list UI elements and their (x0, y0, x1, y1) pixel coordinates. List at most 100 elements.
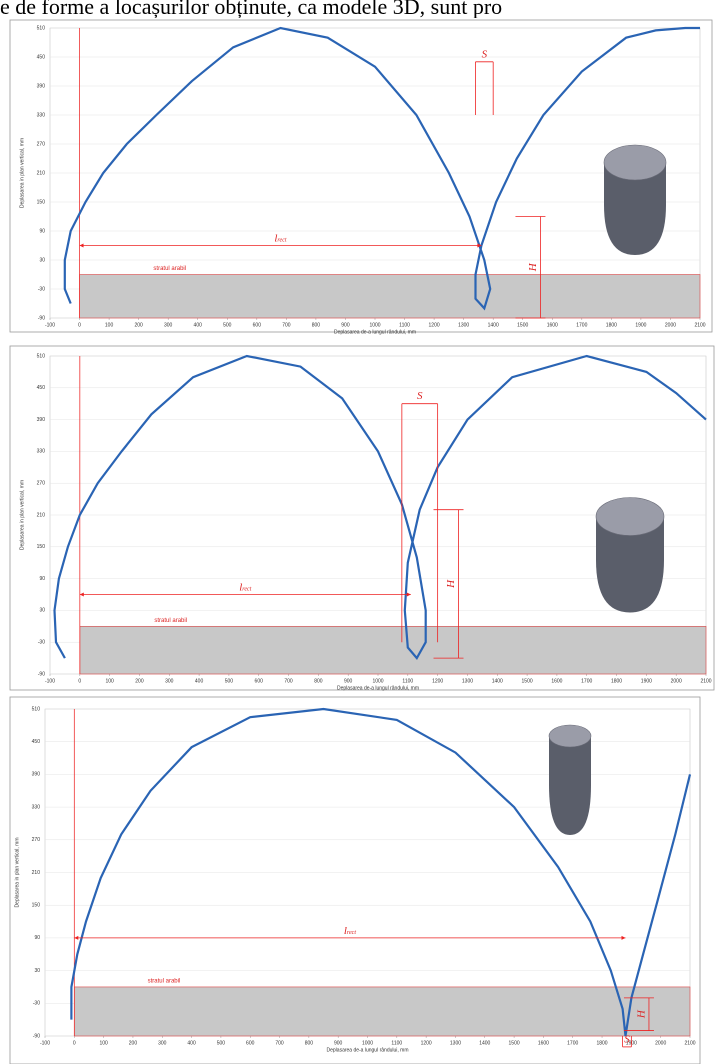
x-tick-label: 600 (246, 1040, 255, 1046)
x-axis-title: Deplasarea de-a lungul rândului, mm (334, 329, 416, 335)
l-subscript: rect (347, 930, 356, 936)
y-tick-label: 90 (39, 228, 45, 234)
y-tick-label: 150 (37, 199, 46, 205)
x-tick-label: 900 (344, 678, 353, 684)
page: e de forme a locașurilor obținute, ca mo… (0, 0, 716, 1064)
x-tick-label: 1000 (372, 678, 383, 684)
x-tick-label: 2000 (671, 678, 682, 684)
x-tick-label: 900 (334, 1040, 343, 1046)
y-tick-label: 90 (39, 576, 45, 582)
soil-layer (80, 275, 700, 319)
x-tick-label: 1700 (581, 678, 592, 684)
x-tick-label: 1800 (606, 322, 617, 328)
x-tick-label: -100 (40, 1040, 50, 1046)
x-tick-label: 700 (284, 678, 293, 684)
y-tick-label: 210 (37, 512, 46, 518)
x-tick-label: 1600 (547, 322, 558, 328)
x-tick-label: 1500 (522, 678, 533, 684)
x-tick-label: 1400 (492, 678, 503, 684)
y-tick-label: 270 (37, 481, 46, 487)
y-tick-label: 150 (37, 544, 46, 550)
y-tick-label: 510 (37, 353, 46, 359)
tool-body (549, 736, 591, 835)
y-tick-label: -30 (38, 286, 45, 292)
x-tick-label: 1100 (402, 678, 413, 684)
x-tick-label: 1800 (611, 678, 622, 684)
x-tick-label: 500 (223, 322, 232, 328)
y-tick-label: 30 (39, 608, 45, 614)
y-tick-label: 390 (37, 83, 46, 89)
x-tick-label: 1000 (369, 322, 380, 328)
y-tick-label: 210 (32, 870, 41, 876)
h-label: H (635, 1009, 647, 1019)
x-tick-label: 100 (105, 322, 114, 328)
y-tick-label: -90 (38, 315, 45, 321)
x-tick-label: 1100 (399, 322, 410, 328)
y-tick-label: 450 (37, 54, 46, 60)
y-tick-label: 510 (32, 706, 41, 712)
figure: -90 -30 30 90 150 210 270 330 390 450 510 -100 0 100 2… (0, 0, 716, 1064)
x-tick-label: 1000 (362, 1040, 373, 1046)
x-tick-label: 2000 (665, 322, 676, 328)
x-tick-label: 2100 (700, 678, 711, 684)
x-tick-label: 800 (314, 678, 323, 684)
y-tick-label: 210 (37, 170, 46, 176)
x-tick-label: 1600 (551, 678, 562, 684)
y-tick-label: 390 (32, 772, 41, 778)
x-tick-label: 700 (282, 322, 291, 328)
h-label: H (527, 262, 539, 272)
y-tick-label: -30 (33, 1001, 40, 1007)
x-tick-label: 1900 (641, 678, 652, 684)
soil-layer (74, 987, 690, 1036)
x-tick-label: -100 (45, 322, 55, 328)
x-tick-label: 500 (217, 1040, 226, 1046)
s-label: S (482, 48, 488, 60)
x-tick-label: 1500 (509, 1040, 520, 1046)
x-tick-label: 1600 (538, 1040, 549, 1046)
x-tick-label: 1200 (421, 1040, 432, 1046)
x-tick-label: 2000 (655, 1040, 666, 1046)
x-tick-label: 1400 (488, 322, 499, 328)
x-tick-label: 1800 (596, 1040, 607, 1046)
l-subscript: rect (277, 238, 286, 244)
x-tick-label: 400 (195, 678, 204, 684)
x-tick-label: 200 (134, 322, 143, 328)
y-tick-label: 450 (32, 739, 41, 745)
x-tick-label: 900 (341, 322, 350, 328)
y-tick-label: 330 (37, 112, 46, 118)
x-tick-label: 1300 (450, 1040, 461, 1046)
x-tick-label: 100 (99, 1040, 108, 1046)
x-tick-label: 1300 (458, 322, 469, 328)
x-tick-label: -100 (45, 678, 55, 684)
x-tick-label: 400 (187, 1040, 196, 1046)
y-tick-label: 150 (32, 903, 41, 909)
soil-layer-label: stratul arabil (154, 618, 187, 624)
y-tick-label: 270 (32, 837, 41, 843)
s-label: S (417, 390, 423, 402)
x-tick-label: 300 (165, 678, 174, 684)
x-tick-label: 700 (275, 1040, 284, 1046)
x-tick-label: 200 (129, 1040, 138, 1046)
x-tick-label: 2100 (694, 322, 705, 328)
y-tick-label: 30 (39, 257, 45, 263)
x-tick-label: 1700 (576, 322, 587, 328)
x-axis-title: Deplasarea de-a lungul rândului, mm (337, 685, 419, 691)
y-axis-title: Deplasarea in plan vertical, mm (19, 138, 25, 208)
soil-layer-label: stratul arabil (153, 266, 186, 272)
x-axis-title: Deplasarea de-a lungul rândului, mm (327, 1047, 409, 1053)
tool-top (604, 145, 666, 180)
y-tick-label: 390 (37, 417, 46, 423)
x-tick-label: 1200 (432, 678, 443, 684)
y-tick-label: 330 (32, 804, 41, 810)
x-tick-label: 0 (78, 678, 81, 684)
x-tick-label: 800 (305, 1040, 314, 1046)
x-tick-label: 1300 (462, 678, 473, 684)
l-subscript: rect (242, 587, 251, 593)
tool-top (549, 725, 591, 747)
x-tick-label: 1900 (635, 322, 646, 328)
y-tick-label: 450 (37, 385, 46, 391)
y-tick-label: 330 (37, 449, 46, 455)
x-tick-label: 600 (253, 322, 262, 328)
x-tick-label: 1700 (567, 1040, 578, 1046)
x-tick-label: 100 (105, 678, 114, 684)
